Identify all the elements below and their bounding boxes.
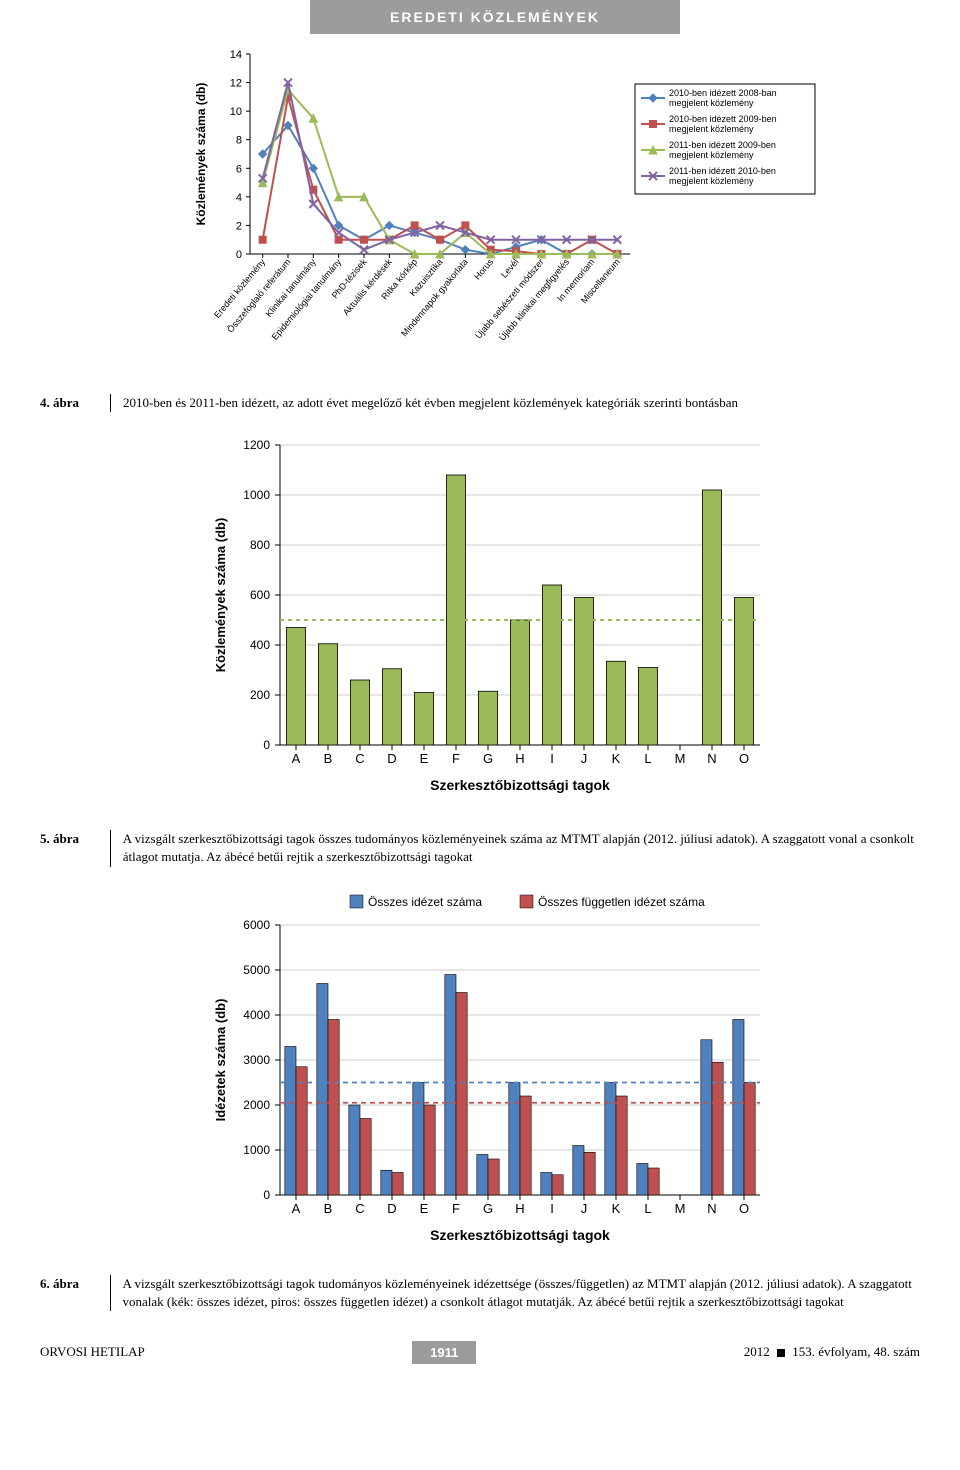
svg-text:3000: 3000 [243, 1053, 270, 1067]
svg-text:2: 2 [236, 220, 242, 232]
caption-divider [110, 394, 111, 412]
svg-text:1000: 1000 [243, 1143, 270, 1157]
caption-divider [110, 830, 111, 866]
svg-text:megjelent közlemény: megjelent közlemény [669, 124, 754, 134]
svg-text:2010-ben idézett 2009-ben: 2010-ben idézett 2009-ben [669, 114, 777, 124]
figure-5-bar-chart: 0 200 400 600 800 1000 1200 Közlemények száma (… [200, 430, 790, 810]
caption-text: A vizsgált szerkesztőbizottsági tagok ös… [123, 830, 920, 866]
svg-text:Levél: Levél [499, 257, 520, 280]
svg-text:400: 400 [250, 638, 270, 652]
svg-text:6000: 6000 [243, 918, 270, 932]
svg-text:J: J [581, 751, 588, 766]
caption-text: A vizsgált szerkesztőbizottsági tagok tu… [123, 1275, 920, 1311]
svg-text:12: 12 [230, 78, 242, 90]
svg-text:800: 800 [250, 538, 270, 552]
svg-text:200: 200 [250, 688, 270, 702]
svg-text:0: 0 [263, 1188, 270, 1202]
svg-text:1000: 1000 [243, 488, 270, 502]
svg-text:C: C [355, 1201, 364, 1216]
svg-text:4000: 4000 [243, 1008, 270, 1022]
svg-text:0: 0 [263, 738, 270, 752]
svg-text:H: H [515, 751, 524, 766]
svg-text:1200: 1200 [243, 438, 270, 452]
svg-text:K: K [612, 1201, 621, 1216]
svg-text:N: N [707, 1201, 716, 1216]
svg-text:M: M [675, 751, 686, 766]
journal-name: ORVOSI HETILAP [40, 1344, 145, 1360]
figure-6-caption: 6. ábra A vizsgált szerkesztőbizottsági … [40, 1275, 920, 1311]
svg-text:6: 6 [236, 163, 242, 175]
svg-text:G: G [483, 751, 493, 766]
svg-text:megjelent közlemény: megjelent közlemény [669, 150, 754, 160]
svg-text:F: F [452, 751, 460, 766]
svg-text:I: I [550, 1201, 554, 1216]
svg-text:M: M [675, 1201, 686, 1216]
caption-label: 4. ábra [40, 394, 110, 412]
svg-text:Közlemények száma (db): Közlemények száma (db) [194, 83, 208, 226]
svg-text:megjelent közlemény: megjelent közlemény [669, 98, 754, 108]
svg-text:C: C [355, 751, 364, 766]
svg-text:A: A [292, 751, 301, 766]
svg-text:E: E [420, 1201, 429, 1216]
svg-text:D: D [387, 751, 396, 766]
svg-text:O: O [739, 751, 749, 766]
svg-text:H: H [515, 1201, 524, 1216]
caption-label: 5. ábra [40, 830, 110, 866]
svg-text:Közlemények száma (db): Közlemények száma (db) [213, 518, 228, 673]
svg-text:L: L [644, 1201, 651, 1216]
svg-text:L: L [644, 751, 651, 766]
page-number: 1911 [412, 1341, 476, 1364]
svg-text:8: 8 [236, 135, 242, 147]
issue-info: 2012 153. évfolyam, 48. szám [744, 1344, 920, 1360]
svg-text:I: I [550, 751, 554, 766]
svg-text:Szerkesztőbizottsági tagok: Szerkesztőbizottsági tagok [430, 777, 610, 793]
svg-text:D: D [387, 1201, 396, 1216]
svg-text:Összes idézet száma: Összes idézet száma [368, 895, 482, 909]
figure-4-caption: 4. ábra 2010-ben és 2011-ben idézett, az… [40, 394, 920, 412]
page-footer: ORVOSI HETILAP 1911 2012 153. évfolyam, … [40, 1341, 920, 1364]
svg-text:E: E [420, 751, 429, 766]
svg-text:0: 0 [236, 249, 242, 261]
svg-text:B: B [324, 1201, 333, 1216]
svg-text:600: 600 [250, 588, 270, 602]
caption-label: 6. ábra [40, 1275, 110, 1311]
svg-text:Idézetek száma (db): Idézetek száma (db) [213, 998, 228, 1121]
svg-text:2010-ben idézett 2008-ban: 2010-ben idézett 2008-ban [669, 88, 777, 98]
svg-text:10: 10 [230, 106, 242, 118]
svg-text:B: B [324, 751, 333, 766]
svg-text:N: N [707, 751, 716, 766]
svg-text:4: 4 [236, 192, 242, 204]
svg-text:A: A [292, 1201, 301, 1216]
svg-text:14: 14 [230, 49, 242, 61]
svg-text:2011-ben idézett 2009-ben: 2011-ben idézett 2009-ben [669, 140, 776, 150]
svg-text:2011-ben idézett 2010-ben: 2011-ben idézett 2010-ben [669, 166, 776, 176]
svg-text:Horus: Horus [472, 256, 495, 281]
svg-text:F: F [452, 1201, 460, 1216]
caption-text: 2010-ben és 2011-ben idézett, az adott é… [123, 394, 738, 412]
caption-divider [110, 1275, 111, 1311]
svg-text:G: G [483, 1201, 493, 1216]
svg-text:megjelent közlemény: megjelent közlemény [669, 176, 754, 186]
figure-5-caption: 5. ábra A vizsgált szerkesztőbizottsági … [40, 830, 920, 866]
figure-4-line-chart: 02468101214Közlemények száma (db)Eredeti… [180, 44, 820, 374]
figure-6-grouped-bar-chart: Összes idézet száma Összes független idéz… [200, 885, 790, 1255]
svg-text:Összes független idézet száma: Összes független idézet száma [538, 895, 705, 909]
svg-text:J: J [581, 1201, 588, 1216]
svg-text:2000: 2000 [243, 1098, 270, 1112]
header-bar: EREDETI KÖZLEMÉNYEK [310, 0, 680, 34]
svg-text:O: O [739, 1201, 749, 1216]
svg-text:5000: 5000 [243, 963, 270, 977]
svg-text:K: K [612, 751, 621, 766]
svg-text:Szerkesztőbizottsági tagok: Szerkesztőbizottsági tagok [430, 1227, 610, 1243]
